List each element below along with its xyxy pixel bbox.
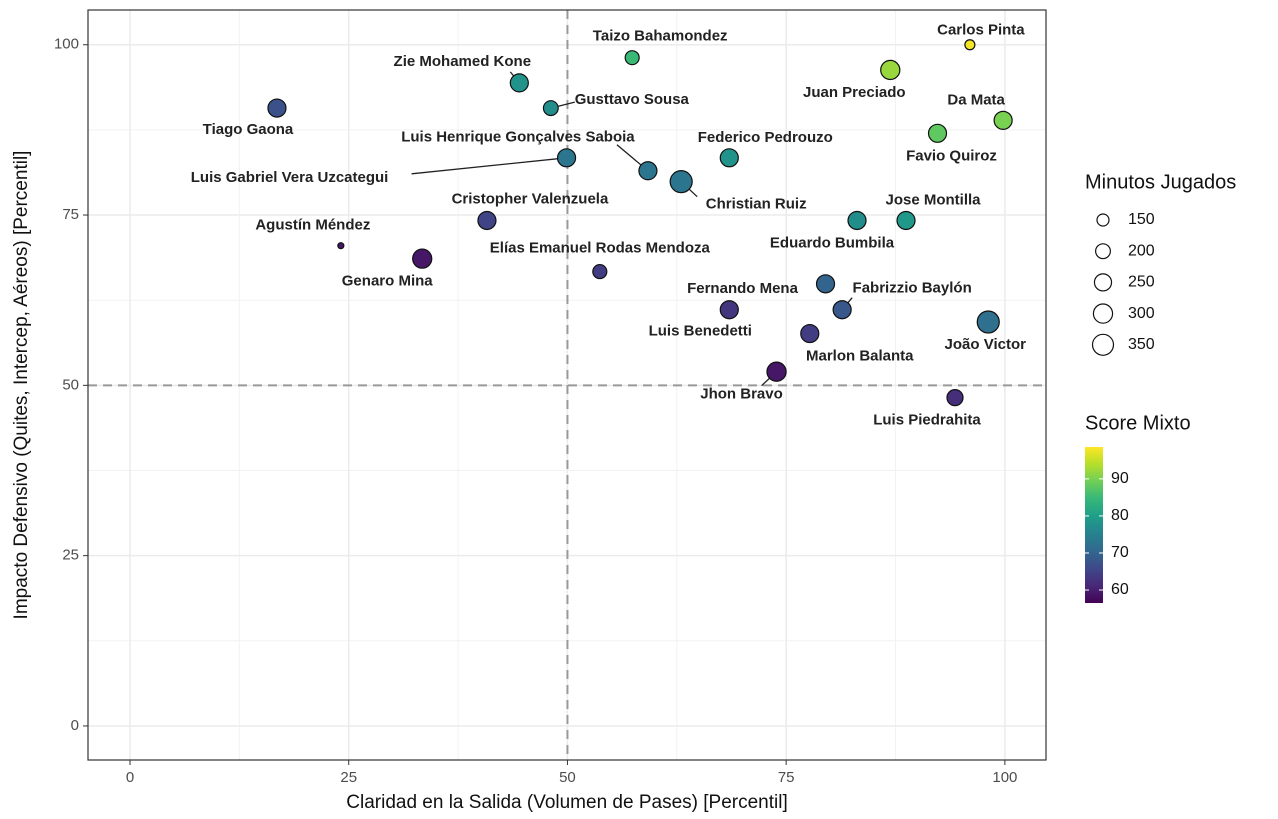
point-label: Christian Ruiz xyxy=(706,196,807,213)
point xyxy=(800,323,820,344)
size-legend-key xyxy=(1096,213,1110,227)
x-tick-label: 100 xyxy=(992,769,1017,786)
point-label: Luis Benedetti xyxy=(649,323,752,340)
point xyxy=(832,300,852,320)
y-tick-label: 0 xyxy=(71,717,79,734)
point xyxy=(880,59,901,81)
point xyxy=(556,148,577,168)
point xyxy=(847,210,867,231)
point xyxy=(267,98,287,118)
point-label: Taizo Bahamondez xyxy=(593,28,728,45)
colorbar-label: 80 xyxy=(1111,507,1129,524)
point xyxy=(337,242,345,250)
point-label: Gusttavo Sousa xyxy=(575,91,690,108)
size-legend-label: 250 xyxy=(1128,274,1155,291)
point-label: Juan Preciado xyxy=(803,84,906,101)
point-label: Da Mata xyxy=(947,91,1005,108)
point-label: Elías Emanuel Rodas Mendoza xyxy=(490,240,711,257)
point xyxy=(964,39,976,51)
size-legend-label: 300 xyxy=(1128,305,1155,322)
point xyxy=(927,123,948,143)
colorbar xyxy=(1085,447,1103,603)
point xyxy=(477,210,497,231)
point xyxy=(946,388,964,407)
size-legend-title: Minutos Jugados xyxy=(1085,171,1236,193)
colorbar-label: 60 xyxy=(1111,581,1129,598)
color-legend-title: Score Mixto xyxy=(1085,412,1191,434)
y-axis-title: Impacto Defensivo (Quites, Intercep, Aér… xyxy=(11,151,32,620)
x-axis-title: Claridad en la Salida (Volumen de Pases)… xyxy=(346,792,787,813)
point-label: Fernando Mena xyxy=(687,280,799,297)
point xyxy=(624,50,640,66)
point-label: Luis Piedrahita xyxy=(873,412,981,429)
x-tick-label: 50 xyxy=(559,769,576,786)
point-label: Agustín Méndez xyxy=(255,217,370,234)
point xyxy=(976,310,1000,334)
point-label: Carlos Pinta xyxy=(937,22,1025,39)
size-legend-label: 200 xyxy=(1128,242,1155,259)
size-legend-label: 150 xyxy=(1128,211,1155,228)
point-label: Cristopher Valenzuela xyxy=(452,190,609,207)
y-tick-label: 75 xyxy=(62,206,79,223)
point-label: Jose Montilla xyxy=(886,191,982,208)
point xyxy=(766,361,787,382)
point xyxy=(509,73,529,93)
y-tick-label: 50 xyxy=(62,376,79,393)
size-legend-key xyxy=(1092,303,1114,324)
point-label: Favio Quiroz xyxy=(906,147,997,164)
point-label: Fabrizzio Baylón xyxy=(853,280,972,297)
point xyxy=(815,274,836,294)
point-label: Genaro Mina xyxy=(342,273,434,290)
point-label: João Victor xyxy=(945,336,1027,353)
leader-line xyxy=(411,157,567,175)
x-tick-label: 75 xyxy=(778,769,795,786)
point xyxy=(412,248,433,269)
point-label: Federico Pedrouzo xyxy=(698,129,833,146)
point xyxy=(993,110,1013,130)
point-label: Eduardo Bumbila xyxy=(770,234,895,251)
point-label: Zie Mohamed Kone xyxy=(394,53,532,70)
size-legend-label: 350 xyxy=(1128,336,1155,353)
size-legend-key xyxy=(1093,273,1113,292)
y-tick-label: 25 xyxy=(62,547,79,564)
point-label: Luis Henrique Gonçalves Saboia xyxy=(401,129,635,146)
colorbar-label: 70 xyxy=(1111,544,1129,561)
point-label: Tiago Gaona xyxy=(203,121,294,138)
x-tick-label: 0 xyxy=(126,769,134,786)
plot-frame xyxy=(87,9,1047,761)
point xyxy=(896,210,916,231)
point xyxy=(638,161,658,181)
point xyxy=(592,263,608,280)
colorbar-label: 90 xyxy=(1111,470,1129,487)
point xyxy=(669,170,693,194)
size-legend-key xyxy=(1095,243,1111,260)
point-label: Marlon Balanta xyxy=(806,348,914,365)
point xyxy=(719,148,739,168)
point xyxy=(542,100,559,117)
point-label: Jhon Bravo xyxy=(700,386,783,403)
x-tick-label: 25 xyxy=(340,769,357,786)
y-tick-label: 100 xyxy=(54,36,79,53)
size-legend-key xyxy=(1091,333,1115,356)
point xyxy=(719,300,739,320)
point-label: Luis Gabriel Vera Uzcategui xyxy=(191,169,389,186)
